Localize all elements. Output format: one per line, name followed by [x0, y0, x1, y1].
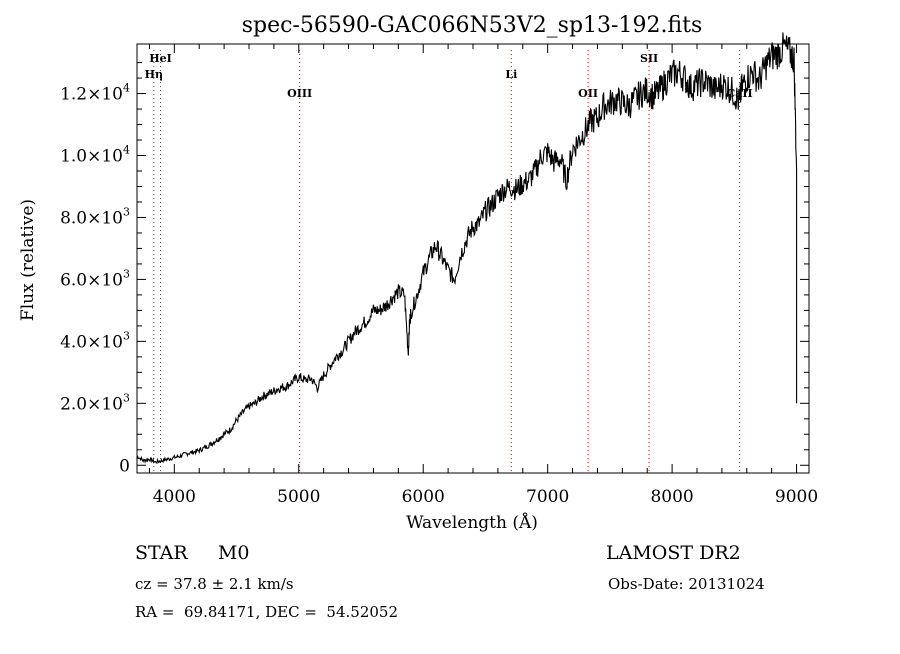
y-tick-label: 2.0×103 [60, 391, 130, 414]
x-tick-label: 7000 [526, 487, 569, 507]
chart-title: spec-56590-GAC066N53V2_sp13-192.fits [242, 13, 703, 38]
y-tick-label: 1.0×104 [60, 144, 130, 167]
y-axis-label: Flux (relative) [18, 199, 38, 321]
plot-frame [136, 43, 810, 474]
y-tick-label: 8.0×103 [60, 205, 130, 228]
y-tick-label: 0 [119, 456, 130, 476]
spectral-line-label: OII [578, 87, 598, 100]
x-axis-label: Wavelength (Å) [406, 512, 538, 533]
y-tick-label: 1.2×104 [60, 82, 130, 105]
spectral-line-label: SII [640, 52, 658, 65]
redshift-velocity: cz = 37.8 ± 2.1 km/s [135, 575, 294, 593]
x-tick-label: 4000 [153, 487, 196, 507]
axis-ticks: 4000 5000 6000 7000 8000 9000 0 2.0×103 4.0×103 6… [60, 44, 818, 507]
observation-date: Obs-Date: 20131024 [608, 575, 765, 593]
spectrum-series-line [136, 32, 798, 465]
spectral-line-label: Hη [145, 68, 163, 81]
spectral-line-label: HeI [149, 52, 172, 65]
object-type: STAR M0 [135, 542, 250, 564]
x-tick-label: 9000 [775, 487, 818, 507]
x-tick-label: 5000 [277, 487, 320, 507]
coordinates: RA = 69.84171, DEC = 54.52052 [135, 603, 399, 621]
y-tick-label: 6.0×103 [60, 267, 130, 290]
spectral-line-label: Li [505, 68, 517, 81]
survey-name: LAMOST DR2 [606, 542, 741, 564]
x-tick-label: 6000 [402, 487, 445, 507]
x-tick-label: 8000 [650, 487, 693, 507]
y-tick-label: 4.0×103 [60, 329, 130, 352]
spectral-line-label: OIII [287, 87, 312, 100]
